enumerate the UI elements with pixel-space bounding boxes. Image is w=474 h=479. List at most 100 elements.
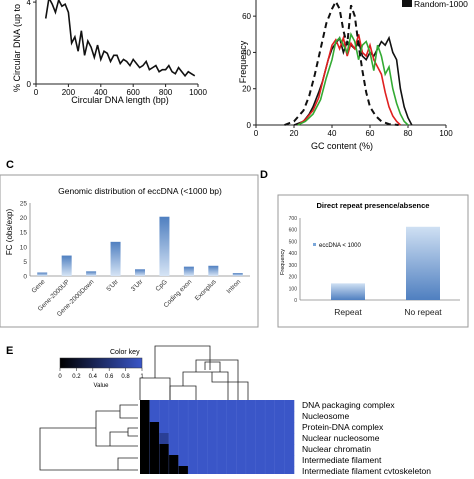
e-heatmap-cell <box>284 400 295 412</box>
e-row-label: Nuclear nucleosome <box>302 433 380 443</box>
e-heatmap-cell <box>245 466 256 478</box>
e-heatmap-cell <box>245 422 256 434</box>
b-y-tick-label: 20 <box>242 85 251 94</box>
e-heatmap-cell <box>255 455 266 467</box>
e-heatmap-cell <box>207 433 218 445</box>
d-legend-swatch <box>313 243 316 246</box>
e-heatmap-cell <box>140 455 150 467</box>
e-heatmap-cell <box>207 422 218 434</box>
panel-a-line-chart: 0 200 400 600 800 1000 0 4 % Circular DNA (up t… <box>12 0 207 105</box>
e-heatmap-cell <box>178 444 189 456</box>
b-series-line-1 <box>297 34 401 126</box>
a-x-tick-label: 0 <box>34 88 39 97</box>
c-chart-title: Genomic distribution of eccDNA (<1000 bp… <box>58 186 222 196</box>
e-heatmap-cell <box>274 466 285 478</box>
e-color-key-tick-label: 0.8 <box>121 374 130 380</box>
a-x-tick-label: 200 <box>62 88 76 97</box>
e-color-key-tick-label: 1 <box>140 374 144 380</box>
e-heatmap-cell <box>188 455 199 467</box>
e-heatmap-cell <box>245 444 256 456</box>
e-heatmap-cell <box>255 444 266 456</box>
b-x-axis-label: GC content (%) <box>311 141 373 151</box>
e-heatmap-cell <box>178 466 189 478</box>
a-y-tick-label: 0 <box>27 80 32 89</box>
d-y-tick-label: 0 <box>294 298 297 304</box>
panel-c-letter: C <box>6 159 14 171</box>
e-row-label: Intermediate filament <box>302 455 382 465</box>
e-heatmap-cell <box>159 422 170 434</box>
e-heatmap-cell <box>274 400 285 412</box>
b-x-tick-label: 20 <box>290 129 299 138</box>
c-y-tick-label: 10 <box>20 244 28 251</box>
e-heatmap-cell <box>168 411 179 423</box>
e-heatmap-cell <box>265 433 276 445</box>
b-x-tick-label: 0 <box>254 129 259 138</box>
b-y-tick-label: 60 <box>242 12 251 21</box>
e-heatmap-cell <box>217 422 227 434</box>
e-heatmap-cell <box>284 422 295 434</box>
e-color-key-xlabel: Value <box>94 383 110 389</box>
panel-d-letter: D <box>260 169 268 181</box>
e-heatmap-cell <box>178 433 189 445</box>
e-heatmap-cell <box>159 411 170 423</box>
e-heatmap-cell <box>236 433 247 445</box>
e-heatmap-cell <box>245 411 256 423</box>
e-heatmap-cell <box>274 433 285 445</box>
e-heatmap-cell <box>226 400 237 412</box>
d-bar <box>331 283 365 300</box>
e-heatmap-cell <box>226 433 237 445</box>
c-bar <box>135 269 145 276</box>
panel-d-bar-chart: Direct repeat presence/absence Frequency… <box>280 201 460 317</box>
d-y-axis-label: Frequency <box>280 249 286 275</box>
e-heatmap-cell <box>188 444 199 456</box>
panel-b-gc-content-chart: 0 20 40 60 80 100 0 20 40 60 Frequency GC content… <box>238 0 474 151</box>
b-legend-label: Random-1000 <box>414 0 468 9</box>
e-heatmap-cell <box>168 400 179 412</box>
e-heatmap-cell <box>178 455 189 467</box>
e-heatmap-cell <box>188 422 199 434</box>
e-heatmap-cell <box>197 422 208 434</box>
e-heatmap-cell <box>197 455 208 467</box>
e-heatmap-cell <box>217 411 227 423</box>
e-heatmap-cell <box>245 400 256 412</box>
panel-e-letter: E <box>6 345 13 357</box>
c-bar <box>208 265 219 276</box>
e-heatmap-cell <box>226 466 237 478</box>
c-bar <box>159 216 170 276</box>
e-heatmap-cell <box>236 400 247 412</box>
e-heatmap-cell <box>274 455 285 467</box>
e-heatmap-cell <box>178 411 189 423</box>
c-bar <box>86 271 97 276</box>
e-heatmap-cell <box>284 411 295 423</box>
b-legend-swatch <box>402 0 412 7</box>
e-heatmap-cell <box>274 444 285 456</box>
b-x-tick-label: 40 <box>328 129 337 138</box>
c-y-tick-label: 5 <box>23 259 27 266</box>
e-heatmap-cell <box>149 411 160 423</box>
e-heatmap-cell <box>188 466 199 478</box>
a-x-tick-label: 400 <box>94 88 108 97</box>
e-heatmap-cell <box>265 466 276 478</box>
e-heatmap-cell <box>149 444 160 456</box>
e-heatmap-cell <box>168 444 179 456</box>
b-y-tick-label: 0 <box>247 121 252 130</box>
e-heatmap-cell <box>217 400 227 412</box>
e-heatmap-cell <box>149 466 160 478</box>
e-heatmap-cell <box>236 411 247 423</box>
d-legend-label: eccDNA < 1000 <box>319 243 362 249</box>
e-color-key: Color key 0 0.2 0.4 0.6 0.8 1 Value <box>58 349 144 389</box>
e-heatmap-cell <box>255 466 266 478</box>
e-heatmap-cell <box>274 422 285 434</box>
e-heatmap-cell <box>140 444 150 456</box>
e-row-label: Nuclear chromatin <box>302 444 371 454</box>
e-heatmap-cell <box>159 466 170 478</box>
e-heatmap-cell <box>197 400 208 412</box>
d-y-tick-label: 100 <box>289 286 298 292</box>
e-heatmap-cell <box>149 422 160 434</box>
e-heatmap-cell <box>236 455 247 467</box>
e-heatmap-cell <box>197 444 208 456</box>
c-bar <box>61 255 72 276</box>
e-heatmap-cell <box>159 400 170 412</box>
e-heatmap-cell <box>197 433 208 445</box>
e-heatmap-cell <box>255 411 266 423</box>
